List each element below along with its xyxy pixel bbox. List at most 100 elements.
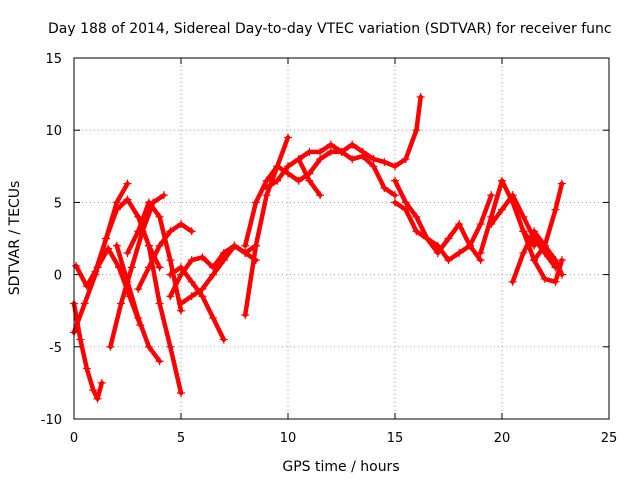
data-point — [91, 267, 100, 276]
data-point — [155, 357, 164, 366]
data-point — [177, 306, 185, 315]
grid-lines — [74, 58, 609, 419]
data-point — [412, 212, 421, 221]
data-point — [455, 248, 464, 257]
x-tick-label: 5 — [177, 431, 185, 446]
data-point — [530, 227, 539, 236]
data-point — [198, 292, 207, 301]
data-point — [72, 261, 81, 270]
series-track-8 — [146, 243, 184, 396]
data-point — [80, 299, 89, 308]
data-point — [262, 191, 271, 200]
data-point — [508, 277, 517, 286]
series-track-15 — [264, 156, 323, 198]
series-track-24 — [531, 181, 565, 263]
data-point — [519, 212, 528, 221]
data-point — [209, 313, 218, 322]
data-point — [476, 256, 485, 265]
data-point — [401, 198, 410, 207]
data-point — [391, 176, 399, 185]
data-point — [198, 253, 207, 262]
data-point — [401, 155, 410, 164]
data-point — [294, 176, 303, 185]
data-point — [198, 285, 207, 294]
data-point — [241, 311, 250, 320]
data-point — [89, 386, 98, 395]
data-point — [144, 198, 153, 207]
y-tick-label: 5 — [54, 196, 62, 211]
data-point — [230, 241, 239, 250]
data-point — [557, 179, 566, 188]
data-point — [82, 364, 91, 373]
data-point — [487, 191, 496, 200]
x-tick-label: 0 — [70, 431, 78, 446]
data-point — [177, 389, 185, 398]
data-point — [104, 244, 113, 253]
data-traces — [70, 92, 566, 403]
data-point — [262, 183, 271, 192]
data-point — [155, 299, 164, 308]
data-point — [187, 256, 196, 265]
data-point — [326, 140, 335, 149]
plot-frame — [73, 57, 610, 420]
data-point — [166, 342, 175, 351]
x-tick-label: 10 — [280, 431, 297, 446]
data-point — [219, 256, 228, 265]
chart-title: Day 188 of 2014, Sidereal Day-to-day VTE… — [48, 21, 612, 37]
data-point — [557, 256, 566, 265]
data-point — [251, 198, 260, 207]
x-tick-label: 25 — [601, 431, 618, 446]
data-point — [134, 313, 143, 322]
data-point — [187, 277, 196, 286]
data-point — [380, 183, 389, 192]
data-point — [284, 162, 292, 171]
data-point — [251, 241, 260, 250]
data-point — [166, 292, 175, 301]
data-point — [476, 248, 485, 257]
data-point — [127, 263, 136, 272]
data-point — [155, 212, 164, 221]
x-tick-labels: 0 5 10 15 20 25 — [70, 431, 617, 446]
data-point — [391, 191, 399, 200]
series-track-11 — [168, 265, 227, 342]
data-point — [519, 248, 528, 257]
data-point — [166, 227, 175, 236]
data-point — [159, 191, 168, 200]
data-point — [219, 335, 228, 344]
data-point — [112, 205, 121, 214]
data-point — [166, 270, 175, 279]
y-axis-label: SDTVAR / TECUs — [7, 181, 23, 296]
data-point — [102, 234, 111, 243]
data-point — [455, 220, 464, 229]
data-point — [262, 176, 271, 185]
series-track-9 — [135, 221, 194, 292]
series-track-12 — [178, 243, 259, 306]
data-point — [476, 220, 485, 229]
data-point — [112, 241, 121, 250]
data-point — [391, 162, 399, 171]
data-point — [123, 195, 132, 204]
data-point — [391, 198, 399, 207]
series-track-7 — [125, 200, 184, 313]
data-point — [82, 282, 91, 291]
data-point — [487, 220, 496, 229]
data-point — [134, 285, 143, 294]
series-track-1 — [71, 301, 105, 402]
data-point — [416, 92, 425, 101]
data-point — [305, 176, 314, 185]
data-point — [97, 378, 106, 387]
x-tick-label: 20 — [494, 431, 511, 446]
data-point — [412, 227, 421, 236]
data-point — [316, 155, 325, 164]
data-point — [177, 220, 185, 229]
data-point — [530, 256, 539, 265]
data-point — [134, 212, 143, 221]
data-point — [273, 176, 282, 185]
data-point — [358, 152, 367, 161]
data-point — [433, 241, 442, 250]
data-point — [187, 292, 196, 301]
data-point — [423, 234, 432, 243]
y-tick-labels: -10 -5 0 5 10 15 — [41, 52, 62, 428]
